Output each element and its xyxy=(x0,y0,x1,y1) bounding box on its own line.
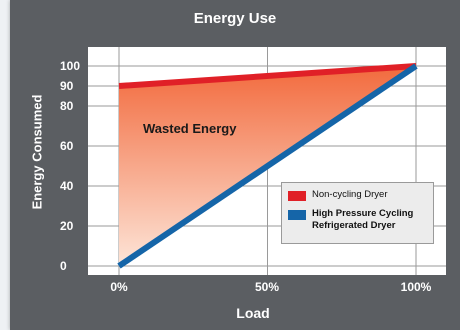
wasted-energy-annotation: Wasted Energy xyxy=(143,121,237,136)
chart-legend: Non-cycling Dryer High Pressure Cycling … xyxy=(281,182,434,244)
chart-title: Energy Use xyxy=(193,10,277,27)
x-tick-label: 0% xyxy=(110,280,128,294)
y-tick-label: 20 xyxy=(60,219,74,233)
plot-svg xyxy=(88,47,446,275)
legend-label: Non-cycling Dryer xyxy=(312,189,388,200)
x-axis-label: Load xyxy=(236,305,270,321)
y-tick-label: 40 xyxy=(60,179,74,193)
legend-item-non-cycling: Non-cycling Dryer xyxy=(288,189,388,201)
y-tick-label: 80 xyxy=(60,99,74,113)
legend-label: High Pressure Cycling Refrigerated Dryer xyxy=(312,208,414,231)
x-tick-label: 50% xyxy=(254,280,280,294)
y-tick-label: 0 xyxy=(60,259,67,273)
y-tick-label: 90 xyxy=(60,79,74,93)
legend-swatch xyxy=(288,210,306,220)
y-tick-label: 60 xyxy=(60,139,74,153)
y-tick-label: 100 xyxy=(60,59,81,73)
y-axis-label: Energy Consumed xyxy=(29,94,45,210)
plot-area xyxy=(88,47,446,275)
legend-swatch xyxy=(288,191,306,201)
series-line-cycling xyxy=(117,63,418,269)
legend-item-cycling: High Pressure Cycling Refrigerated Dryer xyxy=(288,208,430,232)
x-tick-label: 100% xyxy=(400,280,432,294)
series-line-non-cycling xyxy=(118,63,417,89)
